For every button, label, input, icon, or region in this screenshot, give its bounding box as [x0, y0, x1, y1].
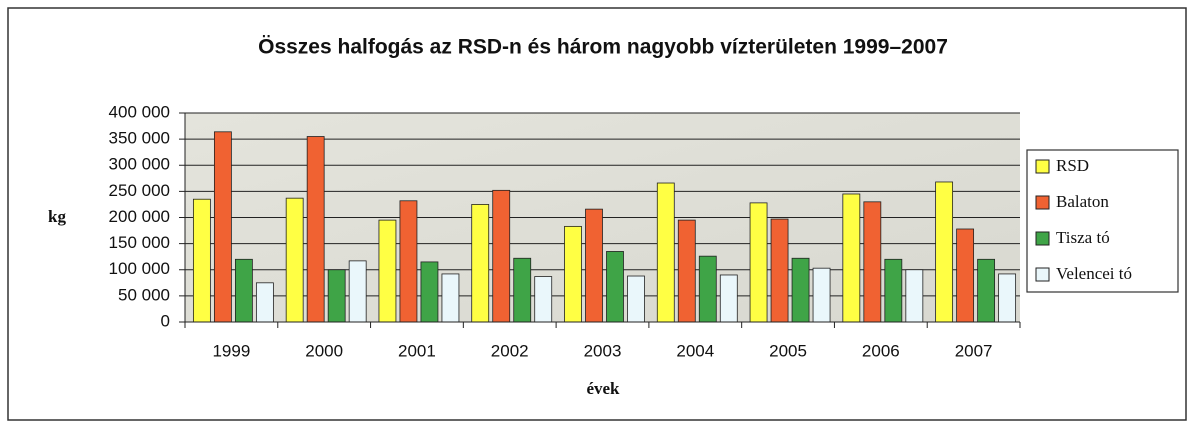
legend-swatch	[1035, 267, 1050, 282]
legend-swatch	[1035, 195, 1050, 210]
legend-label: Tisza tó	[1056, 228, 1110, 247]
bar	[348, 260, 367, 323]
bar	[378, 219, 397, 323]
bar	[327, 269, 346, 323]
bar	[977, 258, 996, 323]
x-tick-label: 2000	[305, 341, 343, 360]
y-tick-label: 300 000	[109, 155, 170, 174]
bar	[842, 193, 861, 323]
bar	[863, 201, 882, 323]
legend	[1026, 149, 1179, 293]
bar	[441, 273, 460, 323]
y-tick-label: 200 000	[109, 207, 170, 226]
x-axis-label: évek	[586, 379, 620, 398]
bar	[698, 255, 717, 323]
bar	[770, 218, 789, 323]
bar	[884, 258, 903, 323]
x-tick-label: 2007	[955, 341, 993, 360]
bar	[306, 136, 325, 323]
legend-swatch	[1035, 159, 1050, 174]
bar	[255, 282, 274, 323]
bar	[213, 131, 232, 323]
legend-label: Velencei tó	[1056, 264, 1132, 283]
bar	[656, 182, 675, 323]
y-tick-label: 100 000	[109, 259, 170, 278]
x-tick-label: 2001	[398, 341, 436, 360]
x-tick-label: 1999	[212, 341, 250, 360]
y-tick-label: 0	[161, 311, 170, 330]
bar	[564, 225, 582, 323]
bar	[627, 275, 645, 323]
bar	[998, 273, 1017, 323]
x-tick-label: 2003	[584, 341, 622, 360]
bar	[534, 276, 553, 323]
bar	[606, 251, 624, 323]
y-tick-label: 250 000	[109, 181, 170, 200]
bar	[935, 181, 954, 323]
y-axis-label: kg	[48, 207, 66, 226]
x-tick-label: 2002	[491, 341, 529, 360]
x-tick-label: 2004	[676, 341, 714, 360]
y-tick-label: 350 000	[109, 129, 170, 148]
legend-swatch	[1035, 231, 1050, 246]
bar	[956, 228, 975, 323]
y-tick-label: 150 000	[109, 233, 170, 252]
bar	[719, 274, 738, 323]
bar	[905, 269, 924, 323]
legend-label: Balaton	[1056, 192, 1109, 211]
bar	[585, 208, 603, 323]
bar	[749, 202, 768, 323]
bar	[513, 257, 532, 323]
x-tick-label: 2005	[769, 341, 807, 360]
y-tick-label: 400 000	[109, 102, 170, 121]
x-tick-label: 2006	[862, 341, 900, 360]
bar	[677, 219, 696, 323]
bar	[420, 261, 439, 323]
bar	[492, 189, 511, 323]
legend-label: RSD	[1056, 156, 1089, 175]
bar	[791, 257, 810, 323]
bar	[812, 267, 831, 323]
bar	[399, 200, 418, 323]
chart-title: Összes halfogás az RSD-n és három nagyob…	[258, 36, 948, 59]
bar	[471, 204, 490, 323]
y-tick-label: 50 000	[118, 285, 170, 304]
bar	[192, 198, 211, 323]
bar	[234, 258, 253, 323]
bar	[285, 197, 304, 323]
